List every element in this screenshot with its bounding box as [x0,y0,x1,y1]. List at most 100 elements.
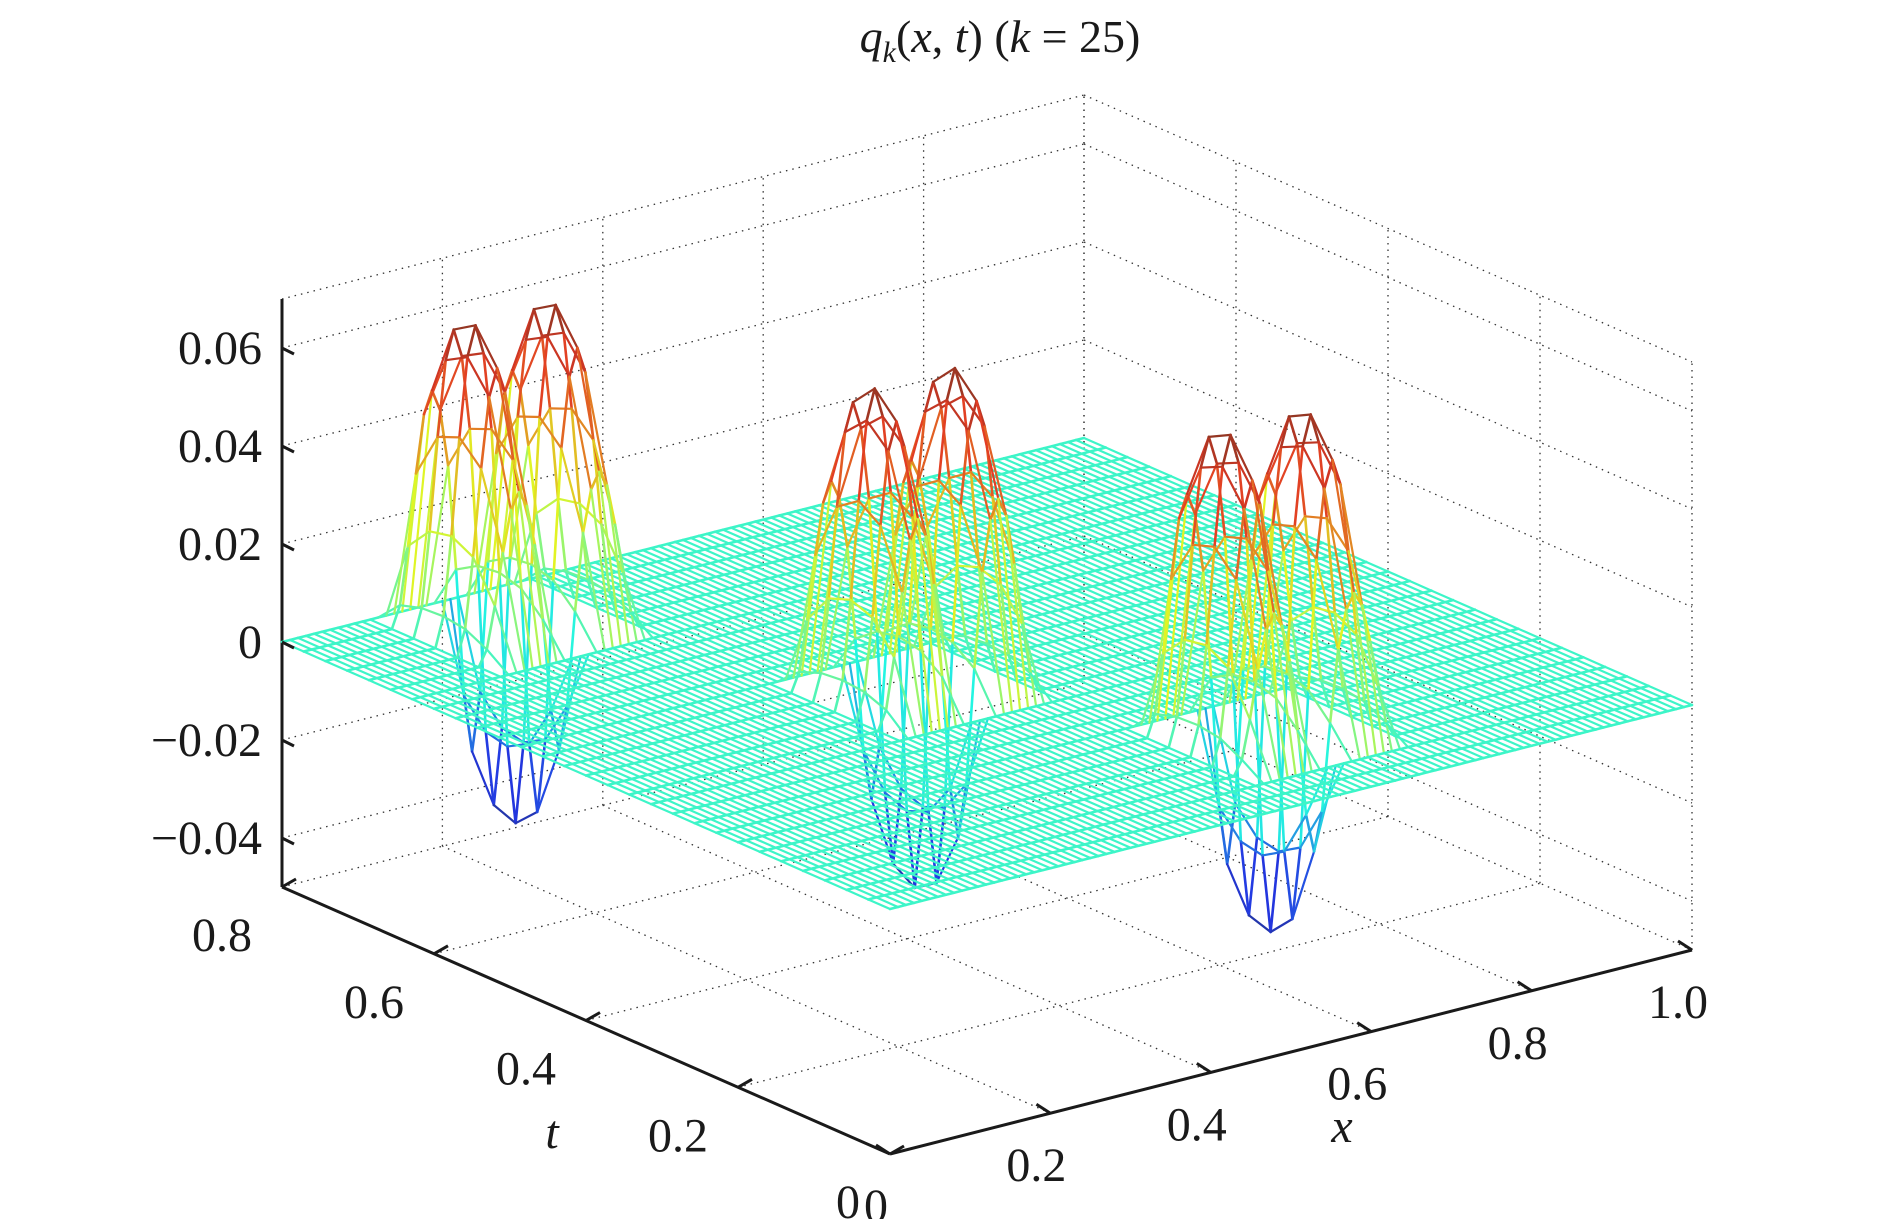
mesh-segment [652,681,677,694]
mesh-segment [715,726,740,738]
mesh-segment [923,380,935,414]
mesh-segment [555,661,580,674]
mesh-segment [1023,783,1048,796]
mesh-segment [866,747,891,760]
mesh-segment [743,538,768,551]
mesh-segment [1023,572,1048,585]
mesh-segment [1125,772,1150,785]
mesh-segment [641,654,666,667]
mesh-segment [1213,465,1224,549]
mesh-segment [563,659,588,672]
mesh-segment [924,398,949,413]
mesh-segment [959,799,984,812]
mesh-segment [914,735,939,748]
mesh-segment [774,590,799,603]
mesh-segment [1161,477,1186,489]
mesh-segment [1029,672,1054,704]
mesh-segment [838,426,863,500]
mesh-segment [570,407,595,442]
mesh-segment [960,739,985,751]
mesh-segment [1408,579,1433,592]
mesh-segment [794,510,819,523]
mesh-segment [1490,649,1515,662]
mesh-segment [601,664,626,677]
mesh-segment [1282,596,1307,609]
mesh-segment [1046,732,1071,745]
mesh-segment [1392,689,1417,702]
mesh-segment [1031,781,1056,794]
mesh-segment [1072,454,1097,467]
mesh-segment [1033,765,1058,778]
mesh-segment [1517,627,1542,640]
mesh-segment [1213,494,1238,506]
mesh-segment [1115,579,1140,591]
mesh-segment [719,800,744,813]
mesh-segment [1041,507,1066,520]
mesh-segment [867,792,892,805]
mesh-segment [559,735,584,748]
mesh-segment [1105,747,1130,760]
mesh-segment [750,596,775,609]
mesh-segment [1191,466,1203,547]
mesh-segment [781,543,806,556]
mesh-segment [1445,690,1470,703]
mesh-segment [952,485,977,497]
mesh-segment [629,582,654,595]
mesh-segment [1308,680,1333,693]
mesh-segment [584,774,609,787]
mesh-segment [1522,641,1547,654]
mesh-segment [858,749,883,762]
mesh-segment [1279,445,1304,449]
mesh-segment [342,640,367,653]
mesh-segment [561,674,586,687]
mesh-segment [790,842,815,855]
mesh-segment [804,854,829,866]
mesh-segment [1222,536,1247,549]
mesh-segment [524,307,536,342]
mesh-segment [1410,669,1435,682]
mesh-segment [1189,500,1214,512]
mesh-segment [1419,607,1444,619]
mesh-segment [477,666,502,678]
mesh-segment [1168,686,1193,698]
mesh-segment [730,571,755,584]
mesh-segment [813,500,825,557]
mesh-segment [1244,694,1255,700]
mesh-segment [632,762,657,774]
mesh-segment [1293,525,1318,561]
mesh-segment [889,802,914,815]
mesh-segment [434,647,459,659]
mesh-segment [523,669,548,682]
mesh-segment [497,691,522,704]
mesh-segment [926,807,951,820]
mesh-segment [658,695,683,708]
mesh-segment [755,610,781,623]
mesh-segment [762,774,787,787]
mesh-segment [1450,659,1475,672]
mesh-segment [535,497,560,515]
mesh-segment [926,762,951,775]
mesh-segment [1393,628,1418,641]
mesh-segment [1221,433,1232,469]
mesh-segment [769,727,794,740]
mesh-segment [501,508,513,555]
mesh-segment [930,837,955,849]
mesh-segment [872,761,897,774]
mesh-segment [1026,556,1051,569]
mesh-segment [1018,558,1043,571]
mesh-segment [633,551,658,563]
mesh-segment [536,748,561,814]
mesh-segment [726,753,751,766]
mesh-segment [638,775,663,788]
mesh-segment [1125,561,1150,574]
mesh-segment [650,591,675,604]
mesh-segment [1449,614,1474,627]
mesh-segment [1432,679,1457,692]
mesh-segment [1560,646,1585,659]
grid-x-floor [602,804,1212,1073]
mesh-segment [1063,773,1088,785]
mesh-segment [1075,483,1100,496]
mesh-segment [728,692,753,705]
mesh-segment [1368,590,1393,602]
mesh-segment [583,729,608,742]
